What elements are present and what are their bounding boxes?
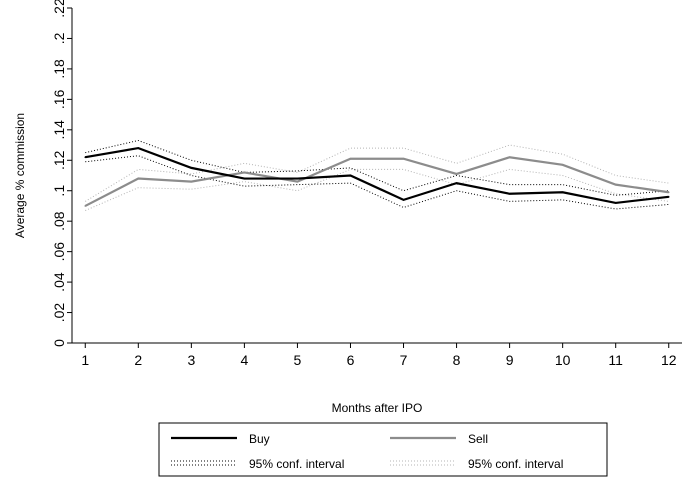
- sell-point: [508, 156, 511, 159]
- x-tick-label: 6: [347, 352, 355, 368]
- y-tick-label: .12: [51, 150, 67, 170]
- ci-upper-sell: [85, 144, 669, 202]
- legend-sample-ci-buy: [171, 460, 237, 466]
- buy-point: [455, 182, 458, 184]
- x-tick-label: 12: [661, 352, 677, 368]
- y-tick-label: .1: [51, 185, 67, 197]
- y-tick-label: .2: [51, 32, 67, 44]
- sell-point: [349, 157, 352, 160]
- y-tick-label: .14: [51, 120, 67, 140]
- y-tick-label: .08: [51, 211, 67, 231]
- sell-point: [667, 191, 670, 194]
- y-tick-label: .04: [51, 272, 67, 292]
- buy-point: [190, 167, 193, 169]
- series-line-sell: [84, 156, 669, 207]
- x-tick-label: 11: [608, 352, 623, 368]
- buy-point: [137, 147, 140, 149]
- x-tick-label: 5: [294, 352, 302, 368]
- y-tick-label: .16: [51, 89, 67, 109]
- legend-sample-ci-sell: [390, 460, 456, 466]
- sell-point: [243, 171, 246, 174]
- y-tick-label: .06: [51, 242, 67, 262]
- legend-label-buy: Buy: [249, 432, 270, 446]
- sell-point: [614, 183, 617, 186]
- y-tick-label: .18: [51, 59, 67, 79]
- sell-point: [137, 177, 140, 180]
- buy-point: [402, 199, 405, 201]
- legend-label-ci-buy: 95% conf. interval: [249, 457, 344, 471]
- y-tick-label: .02: [51, 303, 67, 323]
- buy-point: [561, 191, 564, 194]
- sell-point: [402, 157, 405, 160]
- buy-point: [349, 174, 352, 177]
- ci-lower-buy: [85, 155, 669, 210]
- legend-box: [158, 422, 608, 477]
- y-tick-label: .22: [51, 0, 67, 18]
- x-axis-title: Months after IPO: [332, 401, 423, 415]
- x-tick-label: 3: [187, 352, 195, 368]
- x-tick-label: 8: [453, 352, 461, 368]
- y-axis-title: Average % commission: [13, 113, 27, 238]
- legend: Buy Sell 95% conf. interval 95% conf. in…: [158, 422, 608, 477]
- x-tick-label: 1: [81, 352, 89, 368]
- sell-point: [296, 180, 299, 183]
- x-tick-label: 7: [400, 352, 408, 368]
- buy-point: [614, 202, 617, 204]
- sell-point: [84, 205, 87, 207]
- buy-point: [667, 196, 670, 198]
- x-tick-label: 2: [134, 352, 142, 368]
- series-line-buy: [85, 146, 669, 205]
- legend-label-ci-sell: 95% conf. interval: [468, 457, 563, 471]
- ci-lower-sell: [85, 168, 669, 211]
- y-tick-label: 0: [51, 339, 67, 347]
- sell-point: [455, 173, 458, 175]
- legend-label-sell: Sell: [468, 432, 488, 446]
- x-tick-label: 10: [555, 352, 571, 368]
- x-tick-label: 4: [240, 352, 248, 368]
- buy-point: [508, 192, 511, 195]
- buy-point: [296, 177, 299, 180]
- sell-point: [190, 180, 193, 183]
- sell-point: [561, 164, 564, 166]
- buy-point: [243, 177, 246, 180]
- ci-upper-buy: [85, 139, 669, 196]
- buy-point: [84, 156, 87, 159]
- x-tick-label: 9: [506, 352, 514, 368]
